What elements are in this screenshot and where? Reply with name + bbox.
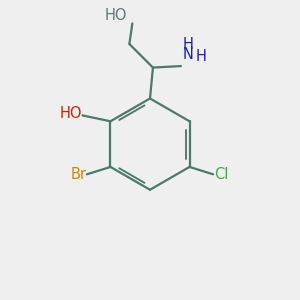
Text: H: H [196,49,207,64]
Text: H: H [183,37,194,52]
Text: Cl: Cl [214,167,229,182]
Text: HO: HO [59,106,82,121]
Text: Br: Br [71,167,87,182]
Text: HO: HO [105,8,128,23]
Text: N: N [183,47,194,62]
